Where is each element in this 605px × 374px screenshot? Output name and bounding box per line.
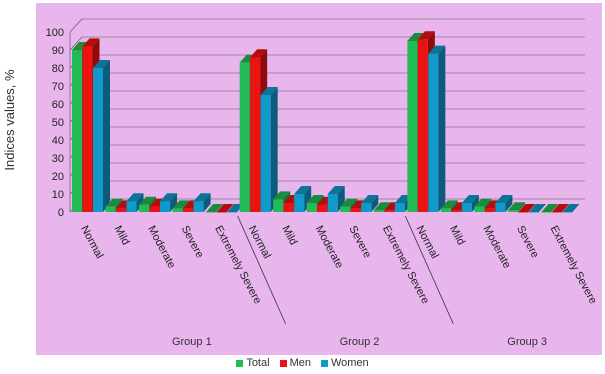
y-tick-label: 50 bbox=[52, 117, 64, 129]
group-label: Group 3 bbox=[507, 336, 547, 348]
bar-women bbox=[528, 204, 546, 213]
bar-men bbox=[518, 204, 536, 213]
bar-total bbox=[541, 204, 559, 213]
gridline-depth bbox=[69, 36, 83, 51]
legend-swatch bbox=[236, 359, 244, 367]
bar-total bbox=[507, 202, 525, 212]
group-label: Group 2 bbox=[340, 336, 380, 348]
bar-women bbox=[361, 195, 379, 212]
legend-item-women: Women bbox=[320, 357, 369, 369]
legend-swatch bbox=[320, 359, 328, 367]
group-separators bbox=[237, 215, 454, 325]
legend-label: Total bbox=[246, 357, 270, 369]
group-label: Group 1 bbox=[172, 336, 212, 348]
bar-women bbox=[495, 195, 513, 212]
bar-women bbox=[428, 45, 446, 212]
y-axis-ticks: 0 10 20 30 40 50 60 70 80 90 100 bbox=[46, 27, 64, 219]
group-separator bbox=[237, 215, 287, 325]
y-axis-title: Indices values, % bbox=[2, 69, 17, 171]
bar-women bbox=[562, 204, 580, 213]
bar-men bbox=[551, 204, 569, 213]
bar-women bbox=[193, 193, 211, 212]
legend-item-men: Men bbox=[279, 357, 311, 369]
legend-item-total: Total bbox=[236, 357, 270, 369]
y-tick-label: 60 bbox=[52, 99, 64, 111]
chart-background bbox=[36, 3, 602, 355]
bar-women bbox=[461, 195, 479, 212]
bar-women bbox=[260, 87, 278, 212]
bar-women bbox=[160, 193, 178, 212]
bar-total bbox=[206, 204, 224, 213]
bar-women bbox=[126, 193, 144, 212]
legend-label: Women bbox=[330, 357, 369, 369]
bar-women bbox=[93, 60, 110, 212]
legend-swatch bbox=[279, 359, 287, 367]
y-tick-label: 20 bbox=[52, 171, 64, 183]
y-tick-label: 40 bbox=[52, 135, 64, 147]
y-tick-label: 10 bbox=[52, 189, 64, 201]
bars bbox=[72, 31, 580, 213]
y-tick-label: 90 bbox=[52, 45, 64, 57]
y-tick-label: 70 bbox=[52, 81, 64, 93]
y-tick-label: 100 bbox=[46, 27, 64, 39]
y-tick-label: 0 bbox=[58, 207, 64, 219]
y-tick-label: 30 bbox=[52, 153, 64, 165]
y-tick-label: 80 bbox=[52, 63, 64, 75]
legend: Total Men Women bbox=[0, 354, 605, 372]
legend-label: Men bbox=[289, 357, 311, 369]
group-separator bbox=[404, 215, 454, 325]
bar-men bbox=[216, 204, 234, 213]
gridline-depth bbox=[69, 18, 83, 33]
group-labels: Group 1 Group 2 Group 3 bbox=[172, 336, 547, 348]
